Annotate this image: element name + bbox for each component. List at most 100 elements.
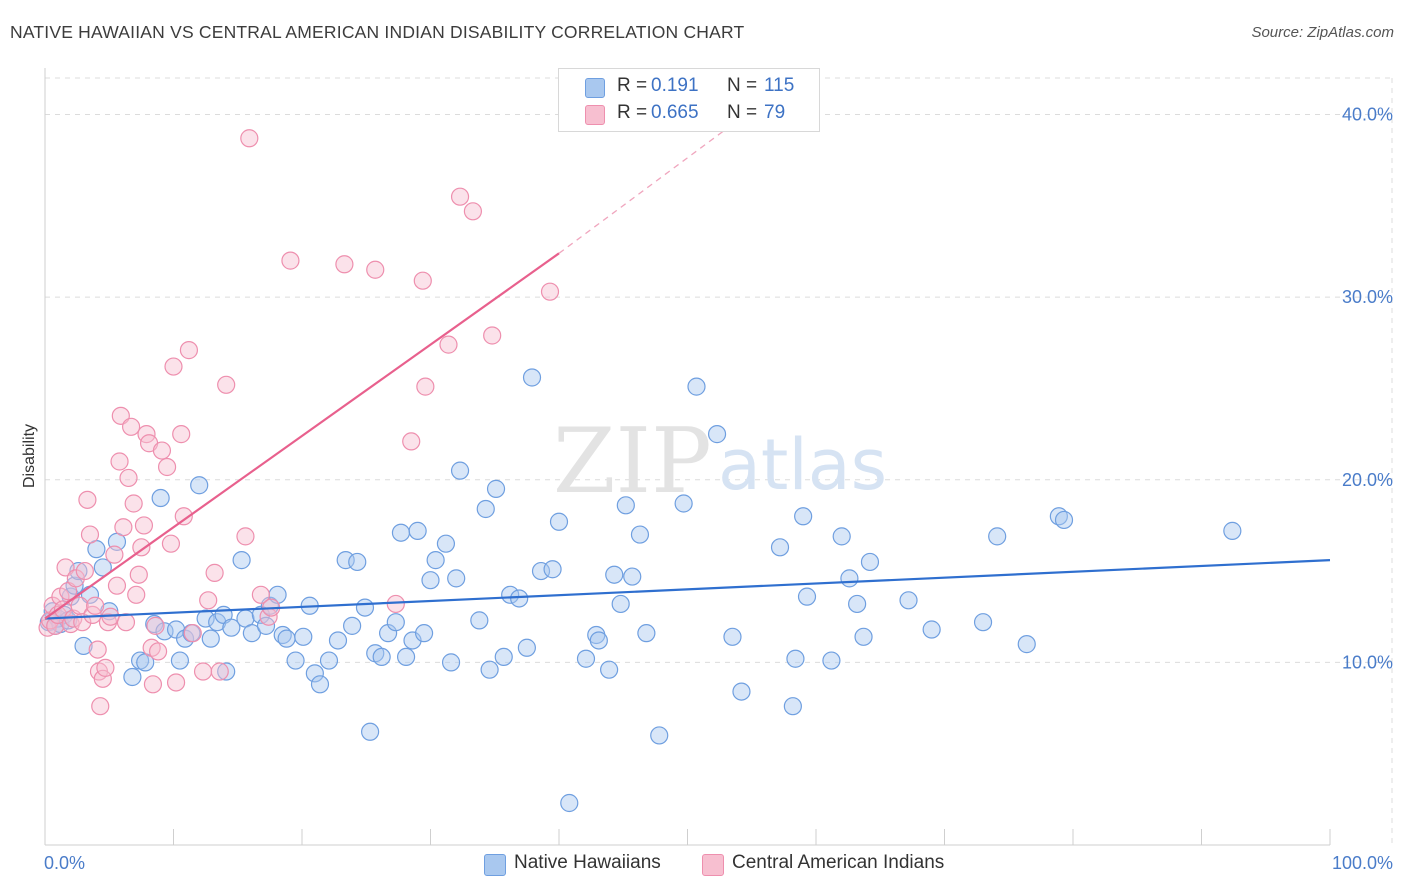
point-central-american-indian — [540, 282, 560, 301]
point-native-hawaiian — [190, 476, 209, 495]
point-native-hawaiian — [123, 667, 142, 687]
data-points — [38, 129, 1242, 813]
point-native-hawaiian — [549, 512, 569, 531]
point-native-hawaiian — [208, 613, 227, 632]
point-central-american-indian — [205, 563, 224, 582]
point-central-american-indian — [134, 516, 154, 535]
trend-line-native-hawaiians — [44, 559, 1331, 620]
point-central-american-indian — [413, 271, 432, 290]
point-native-hawaiian — [623, 567, 642, 586]
point-native-hawaiian — [355, 598, 375, 617]
legend-n-value: 115 — [764, 75, 795, 96]
point-native-hawaiian — [899, 591, 918, 610]
point-central-american-indian — [132, 538, 151, 557]
point-central-american-indian — [161, 534, 181, 553]
point-central-american-indian — [129, 565, 148, 584]
point-central-american-indian — [86, 596, 105, 615]
point-native-hawaiian — [517, 638, 536, 657]
point-central-american-indian — [251, 585, 270, 604]
watermark: ZIP atlas — [553, 409, 887, 514]
point-native-hawaiian — [348, 552, 367, 572]
point-central-american-indian — [116, 613, 136, 632]
point-native-hawaiian — [372, 647, 391, 667]
point-native-hawaiian — [822, 651, 841, 670]
point-native-hawaiian — [605, 565, 624, 584]
y-tick-label: 20.0% — [1342, 470, 1393, 490]
point-native-hawaiian — [600, 660, 619, 679]
point-central-american-indian — [80, 525, 100, 544]
point-central-american-indian — [119, 468, 138, 488]
point-native-hawaiian — [232, 551, 251, 570]
point-central-american-indian — [124, 494, 143, 513]
point-native-hawaiian — [343, 616, 362, 635]
point-native-hawaiian — [242, 624, 261, 643]
point-native-hawaiian — [988, 527, 1007, 546]
point-native-hawaiian — [840, 569, 859, 588]
point-central-american-indian — [450, 187, 470, 206]
point-native-hawaiian — [319, 651, 339, 670]
point-native-hawaiian — [589, 631, 608, 650]
point-native-hawaiian — [860, 552, 880, 572]
point-native-hawaiian — [576, 649, 596, 668]
point-central-american-indian — [105, 545, 124, 564]
y-axis-title: Disability — [21, 424, 38, 488]
legend-n-label: N = — [727, 102, 758, 123]
point-central-american-indian — [366, 260, 385, 279]
point-central-american-indian — [439, 335, 458, 354]
point-native-hawaiian — [222, 618, 241, 637]
point-native-hawaiian — [450, 461, 470, 480]
point-native-hawaiian — [151, 488, 170, 508]
point-central-american-indian — [164, 357, 183, 376]
point-native-hawaiian — [522, 368, 542, 387]
point-native-hawaiian — [674, 494, 693, 513]
legend-r-value: 0.665 — [651, 102, 699, 123]
source-label: Source: ZipAtlas.com — [1251, 24, 1394, 41]
y-tick-label: 30.0% — [1342, 287, 1393, 307]
point-native-hawaiian — [426, 551, 445, 570]
point-native-hawaiian — [832, 527, 851, 546]
point-native-hawaiian — [531, 561, 551, 581]
point-central-american-indian — [78, 490, 97, 509]
point-central-american-indian — [335, 255, 354, 274]
point-native-hawaiian — [408, 521, 427, 540]
point-central-american-indian — [75, 561, 94, 581]
point-native-hawaiian — [421, 571, 440, 590]
point-native-hawaiian — [170, 651, 190, 670]
point-native-hawaiian — [630, 525, 650, 544]
legend-label-native-hawaiians: Native Hawaiians — [514, 852, 661, 873]
point-native-hawaiian — [155, 622, 174, 641]
point-native-hawaiian — [286, 651, 305, 670]
point-native-hawaiian — [770, 538, 790, 557]
point-native-hawaiian — [436, 534, 456, 553]
point-native-hawaiian — [797, 587, 817, 606]
legend-swatch-pink — [585, 105, 605, 125]
series-native-hawaiians — [39, 368, 1242, 813]
point-native-hawaiian — [396, 647, 416, 667]
point-central-american-indian — [463, 202, 483, 221]
legend-r-label: R = — [617, 75, 648, 96]
point-native-hawaiian — [486, 479, 506, 498]
point-central-american-indian — [114, 518, 133, 537]
legend-r-label: R = — [617, 102, 648, 123]
point-central-american-indian — [199, 591, 218, 610]
point-native-hawaiian — [447, 569, 466, 588]
point-central-american-indian — [217, 375, 236, 394]
point-native-hawaiian — [1223, 521, 1242, 540]
point-native-hawaiian — [196, 609, 215, 628]
point-central-american-indian — [121, 417, 141, 436]
point-central-american-indian — [107, 576, 127, 595]
point-native-hawaiian — [470, 611, 489, 630]
point-central-american-indian — [183, 624, 202, 643]
point-native-hawaiian — [848, 594, 867, 614]
y-tick-label: 10.0% — [1342, 652, 1393, 672]
point-native-hawaiian — [560, 793, 579, 813]
point-native-hawaiian — [480, 660, 499, 679]
point-native-hawaiian — [786, 649, 805, 668]
point-central-american-indian — [157, 457, 177, 477]
trend-lines — [44, 128, 1331, 620]
watermark-atlas: atlas — [718, 424, 887, 506]
legend-row-central-american-indians: R = 0.665 N = 79 — [559, 100, 819, 128]
point-native-hawaiian — [336, 551, 355, 570]
point-native-hawaiian — [201, 629, 220, 648]
point-native-hawaiian — [1054, 510, 1074, 530]
